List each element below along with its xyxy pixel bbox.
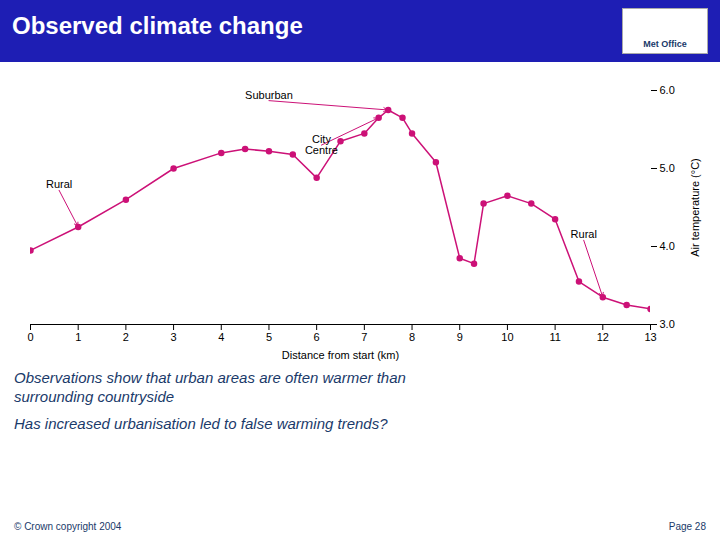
- svg-text:Suburban: Suburban: [245, 89, 293, 101]
- svg-text:CityCentre: CityCentre: [305, 133, 338, 156]
- svg-text:5: 5: [266, 331, 272, 343]
- svg-text:9: 9: [457, 331, 463, 343]
- html-text:Observed climate change: Observed climate change: [12, 12, 303, 39]
- svg-text:5.0: 5.0: [660, 162, 675, 174]
- svg-text:Distance from start (km): Distance from start (km): [282, 349, 399, 361]
- svg-text:2: 2: [123, 331, 129, 343]
- svg-text:12: 12: [597, 331, 609, 343]
- html-text:Observations show that urban a: Observations show that urban areas are o…: [14, 369, 406, 405]
- svg-text:Rural: Rural: [46, 178, 72, 190]
- svg-text:4: 4: [218, 331, 224, 343]
- svg-text:3.0: 3.0: [660, 318, 675, 330]
- svg-text:Air temperature (°C): Air temperature (°C): [689, 158, 701, 257]
- html-text:Has increased urbanisation led: Has increased urbanisation led to false …: [14, 415, 388, 432]
- svg-text:11: 11: [549, 331, 560, 343]
- svg-text:13: 13: [644, 331, 656, 343]
- html-text:Met Office: Met Office: [643, 39, 687, 49]
- svg-text:6.0: 6.0: [660, 84, 675, 96]
- svg-text:4.0: 4.0: [660, 240, 675, 252]
- svg-text:7: 7: [361, 331, 367, 343]
- svg-text:6: 6: [314, 331, 320, 343]
- svg-text:8: 8: [409, 331, 415, 343]
- svg-text:3: 3: [171, 331, 177, 343]
- svg-text:1: 1: [75, 331, 81, 343]
- svg-text:Rural: Rural: [571, 228, 597, 240]
- svg-text:10: 10: [501, 331, 513, 343]
- html-text:Page 28: Page 28: [668, 521, 706, 532]
- html-text:© Crown copyright 2004: © Crown copyright 2004: [14, 521, 122, 532]
- svg-text:0: 0: [27, 331, 33, 343]
